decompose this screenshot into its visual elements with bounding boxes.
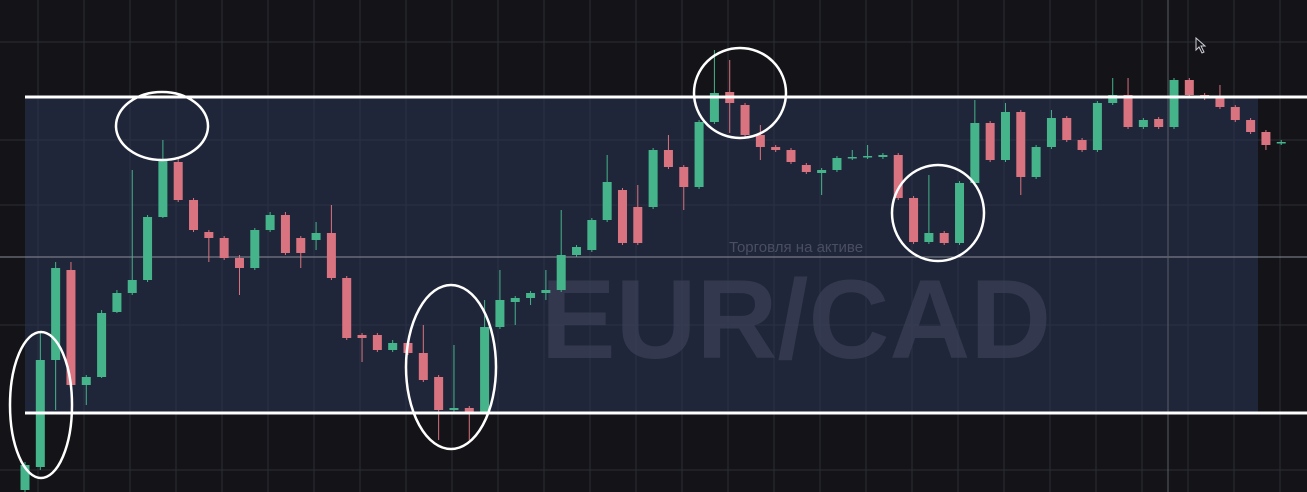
candle-body xyxy=(510,298,520,302)
candle-body xyxy=(893,155,903,198)
candle-body xyxy=(495,300,505,327)
mouse-cursor xyxy=(1195,36,1207,54)
candle-body xyxy=(372,335,382,350)
candle-body xyxy=(1031,147,1041,177)
candle-body xyxy=(786,150,796,162)
candle-body xyxy=(66,270,76,385)
candle-body xyxy=(617,190,627,243)
candle-body xyxy=(296,238,306,253)
candle-body xyxy=(219,238,229,258)
candle-body xyxy=(189,200,199,230)
range-zone xyxy=(25,97,1258,413)
candle-body xyxy=(311,233,321,240)
candle-body xyxy=(1108,95,1118,103)
candle-body xyxy=(449,408,459,410)
candle-body xyxy=(434,377,444,410)
candle-body xyxy=(1138,120,1148,127)
candle-body xyxy=(204,232,214,238)
candle-body xyxy=(863,156,873,158)
highlight-ellipse xyxy=(114,90,210,162)
highlight-ellipse xyxy=(8,330,74,480)
candle-body xyxy=(1000,112,1010,160)
candle-body xyxy=(955,183,965,243)
candle-body xyxy=(847,157,857,159)
candle-body xyxy=(909,198,919,242)
candle-body xyxy=(158,160,168,217)
candle-body xyxy=(173,162,183,200)
candle-body xyxy=(342,278,352,338)
candle-body xyxy=(817,170,827,173)
candle-body xyxy=(755,135,765,147)
candle-body xyxy=(51,268,61,360)
candle-body xyxy=(127,280,137,293)
watermark-subtitle: Торговля на активе xyxy=(729,239,863,256)
candle-body xyxy=(1062,118,1072,140)
candle-body xyxy=(771,147,781,150)
candle-body xyxy=(97,313,107,377)
candle-body xyxy=(1276,142,1286,144)
candle-body xyxy=(234,258,244,268)
highlight-ellipse xyxy=(890,163,986,263)
candle-body xyxy=(924,233,934,242)
candle-body xyxy=(526,293,536,298)
candle-body xyxy=(878,155,888,157)
candle-body xyxy=(1123,95,1133,127)
candle-body xyxy=(572,247,582,255)
candle-body xyxy=(1230,107,1240,120)
highlight-ellipse xyxy=(404,283,498,451)
candle-body xyxy=(1184,80,1194,95)
highlight-ellipses xyxy=(8,46,986,480)
candle-body xyxy=(709,93,719,122)
candle-body xyxy=(939,233,949,243)
candle-body xyxy=(832,158,842,170)
candle-body xyxy=(1016,112,1026,177)
candle-body xyxy=(20,465,30,490)
highlight-ellipse xyxy=(692,46,788,140)
candle-body xyxy=(1215,97,1225,107)
candle-body xyxy=(1261,132,1271,145)
candle-body xyxy=(388,343,398,350)
candle-body xyxy=(679,167,689,187)
candle-body xyxy=(801,165,811,172)
candle-body xyxy=(1077,140,1087,150)
candle-body xyxy=(985,123,995,160)
candle-body xyxy=(280,215,290,253)
candle-body xyxy=(1154,119,1164,127)
candle-body xyxy=(1246,120,1256,132)
candle-body xyxy=(1046,118,1056,147)
candle-body xyxy=(464,408,474,412)
candle-body xyxy=(648,150,658,207)
candle-body xyxy=(265,215,275,230)
watermark-title: EUR/CAD xyxy=(541,257,1051,382)
candle-body xyxy=(357,335,367,338)
candle-body xyxy=(740,105,750,135)
candle-body xyxy=(1169,80,1179,127)
candle-body xyxy=(418,353,428,380)
candle-body xyxy=(480,327,490,412)
candle-body xyxy=(112,293,122,312)
candle-body xyxy=(602,182,612,220)
candle-body xyxy=(81,377,91,385)
candle-body xyxy=(633,207,643,243)
candle-body xyxy=(694,122,704,187)
candle-body xyxy=(587,220,597,250)
candle-body xyxy=(326,233,336,278)
candle-body xyxy=(250,230,260,268)
candle-body xyxy=(541,290,551,293)
candle-body xyxy=(556,255,566,290)
candle-body xyxy=(143,217,153,280)
candle-body xyxy=(970,123,980,183)
candle-body xyxy=(1092,103,1102,150)
candles xyxy=(20,50,1286,492)
candle-body xyxy=(663,150,673,167)
